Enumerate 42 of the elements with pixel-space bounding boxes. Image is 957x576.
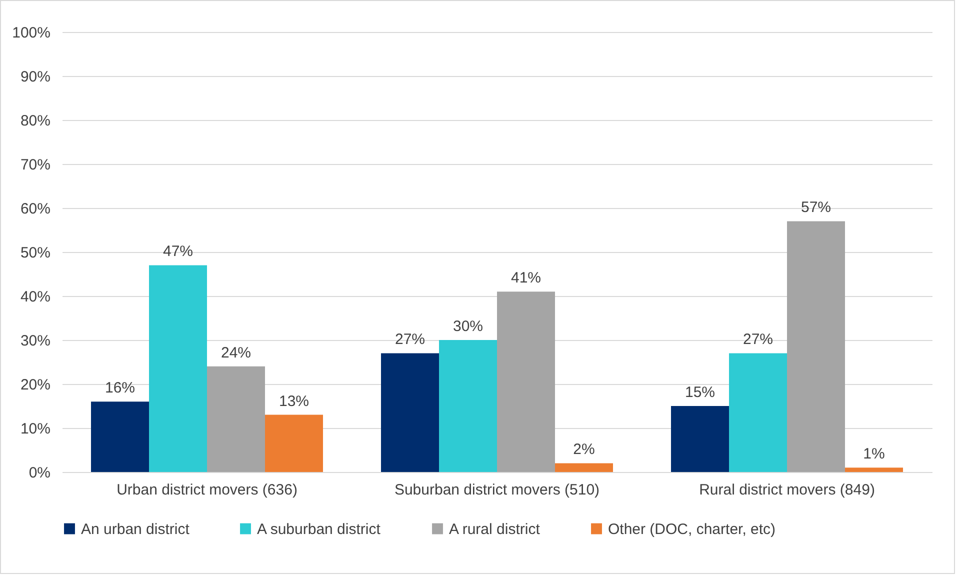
bar bbox=[671, 406, 729, 472]
data-label: 16% bbox=[104, 380, 136, 397]
legend-label: An urban district bbox=[81, 520, 190, 538]
x-tick-label: Rural district movers (849) bbox=[699, 482, 875, 498]
data-label: 27% bbox=[394, 331, 426, 348]
data-label: 41% bbox=[510, 270, 542, 287]
y-tick-label: 20% bbox=[20, 376, 50, 394]
x-tick-label: Urban district movers (636) bbox=[116, 482, 298, 498]
legend-label: Other (DOC, charter, etc) bbox=[608, 520, 776, 538]
bar bbox=[497, 292, 555, 472]
bar bbox=[729, 353, 787, 472]
y-tick-label: 0% bbox=[28, 464, 50, 482]
y-tick-label: 80% bbox=[20, 112, 50, 130]
data-label: 27% bbox=[742, 331, 774, 348]
y-tick-label: 10% bbox=[20, 420, 50, 438]
data-label: 13% bbox=[278, 392, 310, 410]
y-tick-label: 100% bbox=[12, 24, 50, 42]
bar bbox=[149, 265, 207, 472]
y-tick-label: 40% bbox=[20, 288, 50, 306]
data-label: 24% bbox=[220, 344, 252, 362]
bar bbox=[555, 463, 613, 472]
data-label: 47% bbox=[162, 243, 194, 260]
bar bbox=[207, 366, 265, 472]
bar bbox=[265, 414, 323, 472]
data-label: 30% bbox=[452, 318, 484, 335]
data-label: 15% bbox=[684, 384, 716, 401]
legend-label: A rural district bbox=[449, 520, 541, 538]
legend-label: A suburban district bbox=[257, 520, 382, 538]
y-tick-label: 90% bbox=[20, 68, 50, 86]
y-tick-label: 70% bbox=[20, 156, 50, 174]
x-tick-label: Suburban district movers (510) bbox=[394, 482, 600, 498]
y-tick-label: 30% bbox=[20, 332, 50, 350]
data-label: 2% bbox=[573, 441, 595, 458]
data-label: 1% bbox=[863, 446, 885, 463]
y-tick-label: 60% bbox=[20, 200, 50, 218]
bar bbox=[91, 402, 149, 472]
y-tick-label: 50% bbox=[20, 244, 50, 262]
bar bbox=[845, 468, 903, 472]
bar bbox=[381, 353, 439, 472]
bar bbox=[439, 340, 497, 472]
data-label: 57% bbox=[800, 199, 832, 216]
bar bbox=[787, 221, 845, 472]
